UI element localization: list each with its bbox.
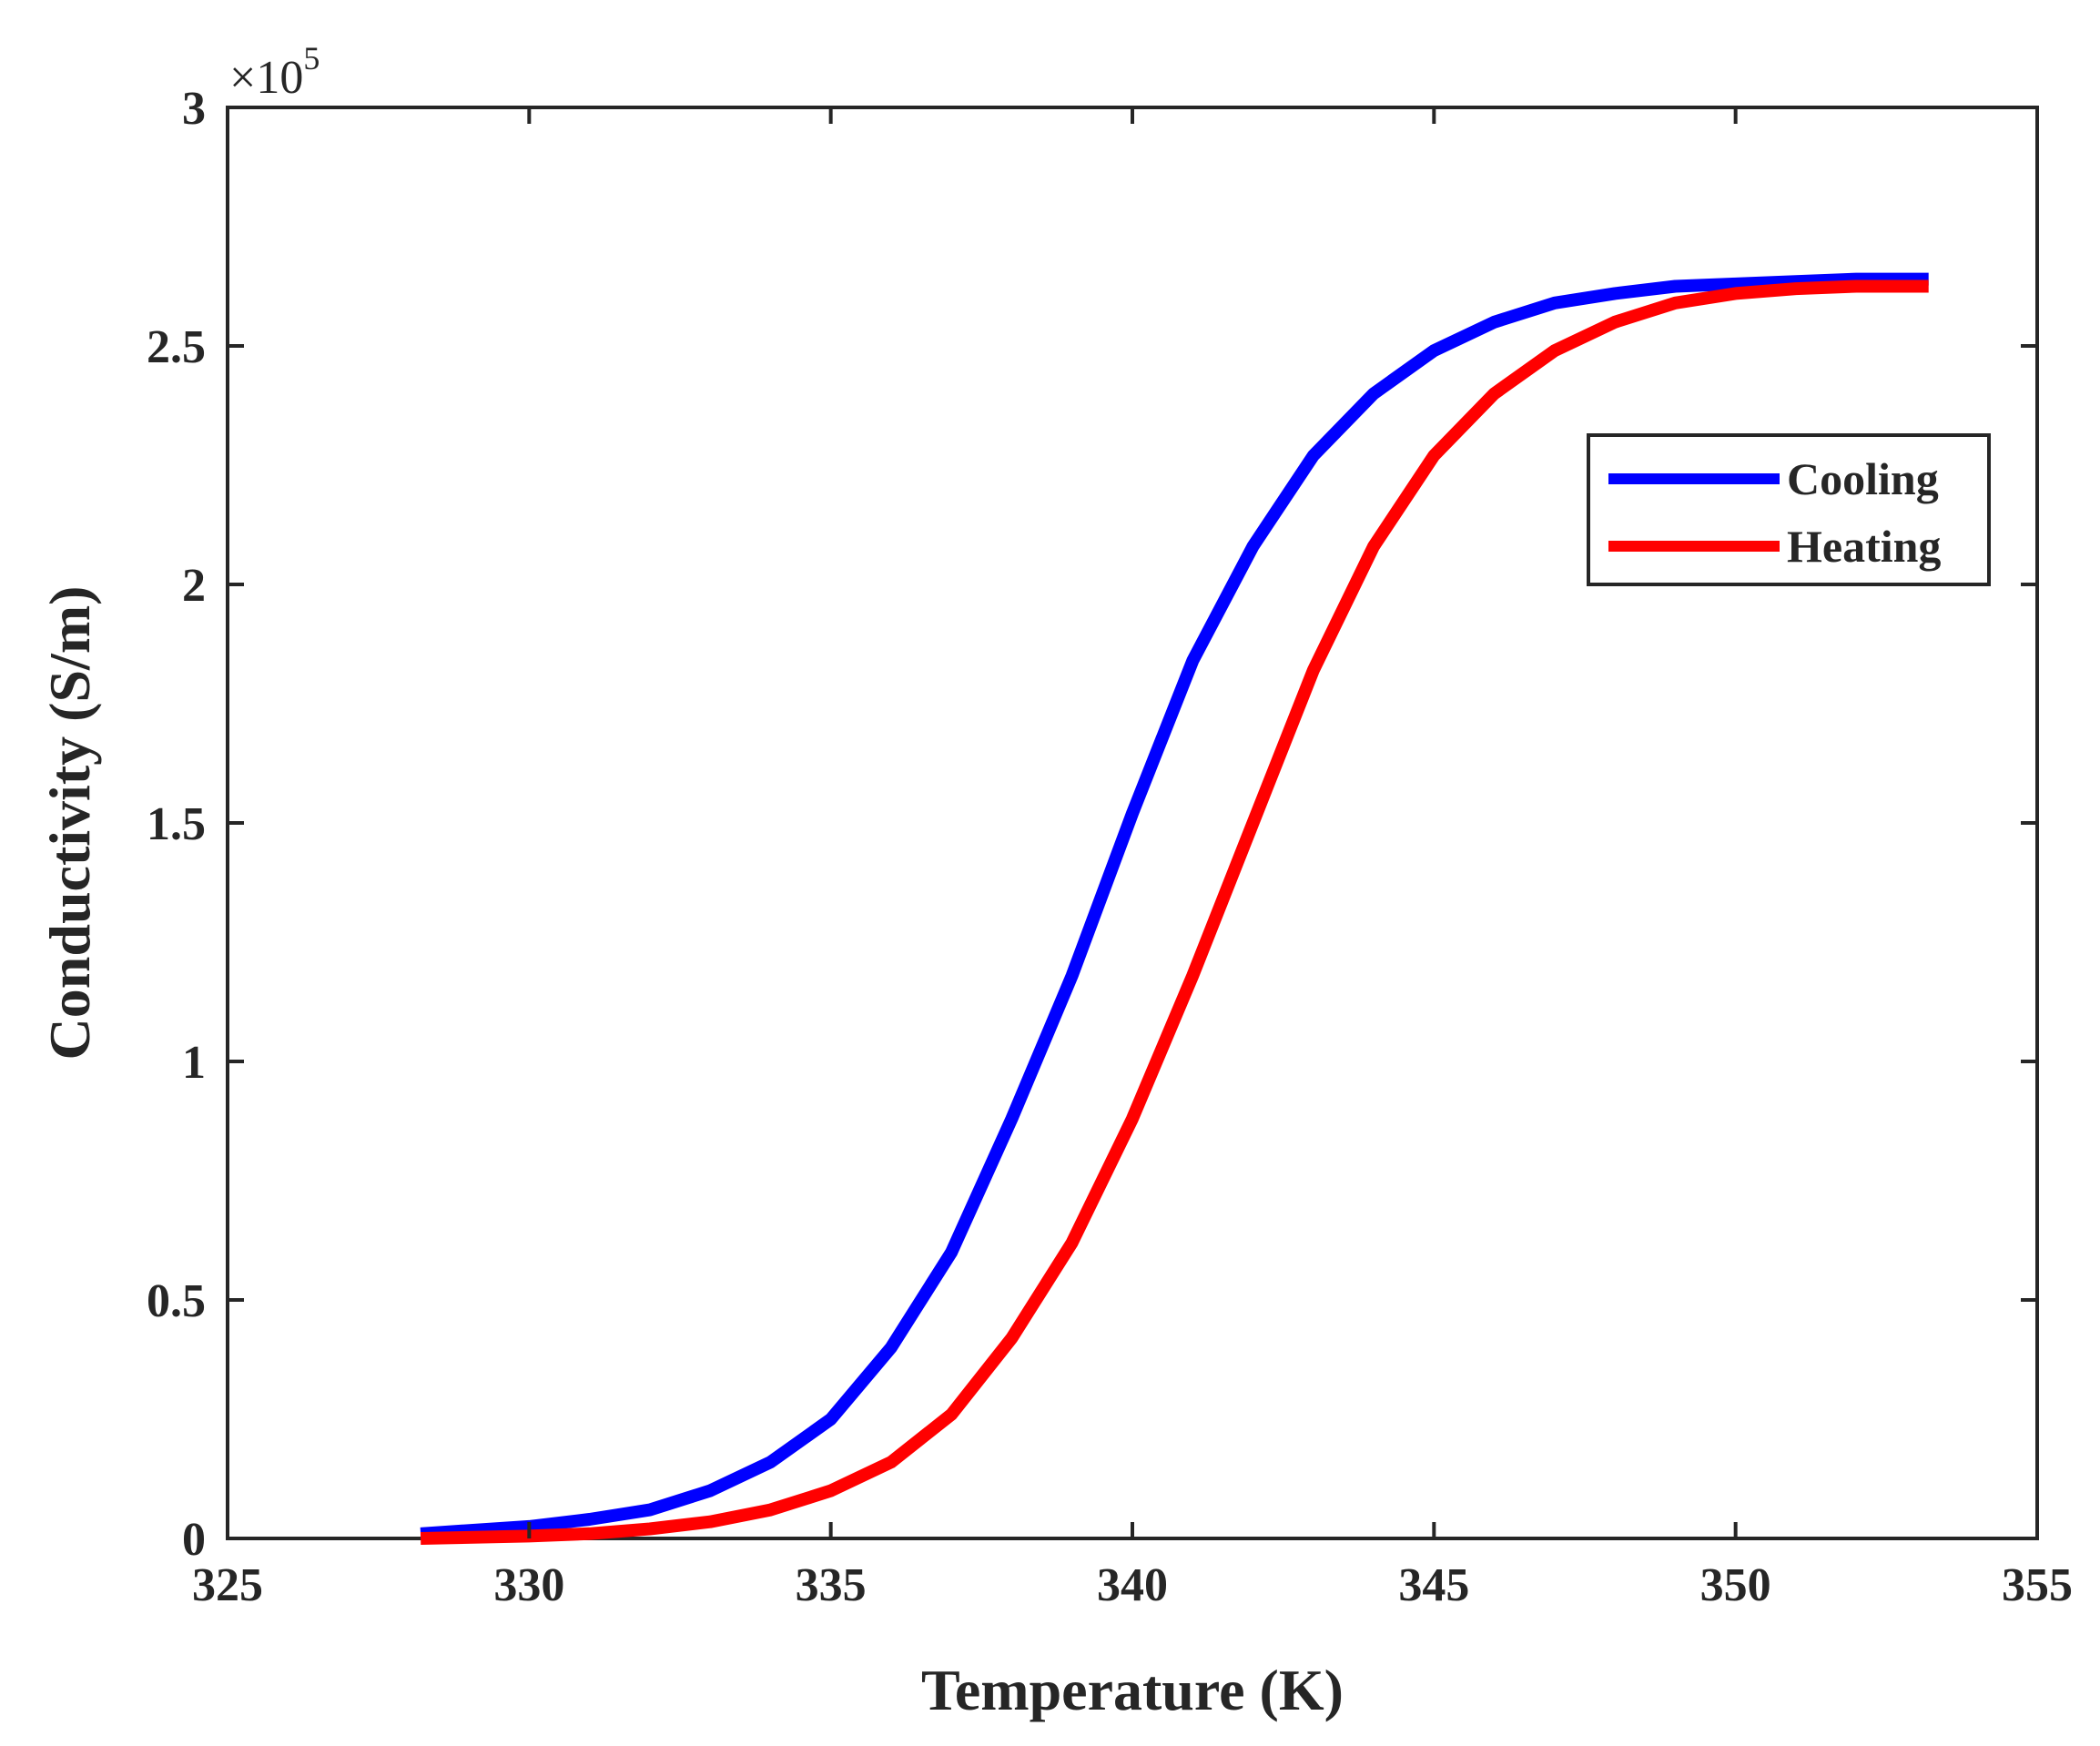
tick-labels-layer: 325 330 335 340 345 350 355 0 0.5 1 1.5 2 2.5 3 [147, 83, 2073, 1611]
y-tick-label: 2 [182, 560, 206, 612]
x-tick-label: 330 [493, 1559, 564, 1611]
ticks-layer [226, 106, 2039, 1540]
y-tick-label: 0.5 [147, 1275, 206, 1327]
x-tick-label: 325 [192, 1559, 263, 1611]
x-tick-label: 340 [1097, 1559, 1168, 1611]
legend-box [1587, 433, 1991, 586]
x-tick-label: 335 [796, 1559, 867, 1611]
y-axis-label: Conductivity (S/m) [37, 586, 102, 1061]
y-multiplier-base: ×10 [229, 52, 303, 104]
y-multiplier-exponent: 5 [303, 40, 320, 76]
series-line-cooling [420, 272, 1929, 1540]
y-tick-label: 1.5 [147, 798, 206, 850]
x-tick-label: 350 [1700, 1559, 1771, 1611]
x-axis-label: Temperature (K) [921, 1658, 1344, 1722]
legend: Cooling Heating [1587, 433, 1991, 586]
y-tick-label: 1 [182, 1037, 206, 1089]
legend-label-heating: Heating [1787, 521, 1941, 572]
y-multiplier-label: ×105 [229, 40, 320, 104]
x-tick-label: 355 [2002, 1559, 2073, 1611]
series-line-heating [420, 279, 1929, 1545]
series-layer [420, 272, 1929, 1545]
y-tick-label: 0 [182, 1514, 206, 1566]
legend-label-cooling: Cooling [1787, 453, 1939, 504]
y-tick-label: 3 [182, 83, 206, 135]
x-tick-label: 345 [1398, 1559, 1469, 1611]
y-tick-label: 2.5 [147, 321, 206, 373]
